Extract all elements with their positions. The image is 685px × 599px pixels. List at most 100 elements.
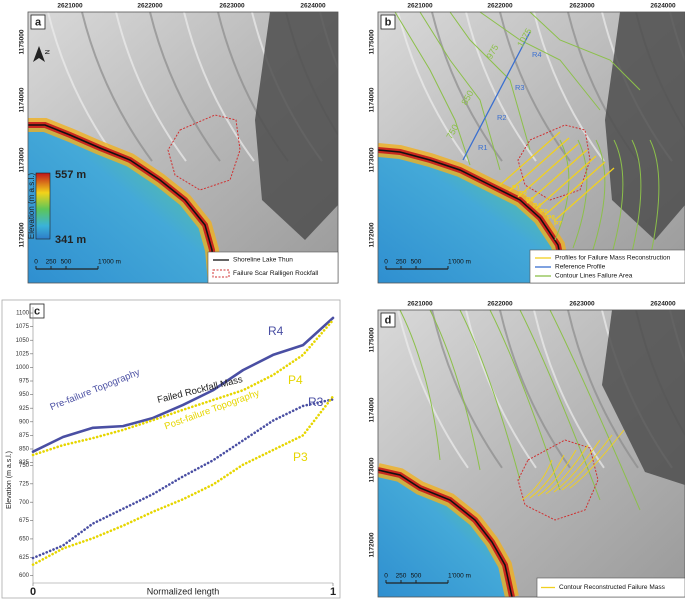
y-tick-label: 900 [19,419,30,425]
series-line [31,398,335,560]
y2-tick-label: 625 [19,555,30,561]
ridge [397,12,469,162]
x-coord-label: 2622000 [137,3,163,10]
y2-tick-label: 650 [19,537,30,543]
reconstructed-contour [569,429,625,489]
shoreline [378,149,567,283]
failure-scar [517,124,591,201]
series-label: P4 [288,373,303,387]
x-coord-label: 2623000 [569,3,595,10]
contour-line [549,310,641,511]
x-coord-label: 2624000 [650,3,676,10]
y2-tick-label: 675 [19,518,30,524]
profile-label: P7 [554,221,562,228]
profile-line [508,137,570,192]
reference-label: R4 [532,50,542,59]
profile-line [553,167,615,222]
ridge [183,12,255,162]
y-coord-label: 1173000 [19,147,26,172]
x-coord-label: 2624000 [650,301,676,308]
reconstructed-contour [553,439,601,493]
chart-frame [1,299,341,599]
y-coord-label: 1175000 [369,29,376,54]
y-coord-label: 1175000 [19,29,26,54]
profile-line [535,155,597,210]
map-frame [377,309,685,598]
scale-label: 250 [396,259,407,266]
profile-label: P2 [519,191,527,198]
contour-line [449,12,531,151]
colorbar [35,172,51,240]
reference-label: R2 [497,113,507,122]
steep-slope [605,12,685,240]
reconstructed-contour [529,454,565,499]
legend-box [207,251,339,284]
scale-label: 500 [411,259,422,266]
y-tick-label: 1000 [16,365,30,371]
legend-label: Shoreline Lake Thun [233,257,293,264]
x-coord-label: 2621000 [407,3,433,10]
scale-label: 1'000 m [448,259,471,266]
panel-label: b [385,16,392,28]
panel-label: c [34,305,40,317]
lake [378,150,566,283]
x-coord-label: 2622000 [487,301,513,308]
y-coord-label: 1172000 [369,532,376,557]
y-tick-label: 825 [19,460,30,466]
y-tick-label: 975 [19,379,30,385]
y2-tick-label: 700 [19,500,30,506]
contour-line [399,310,441,461]
steep-slope [255,12,338,240]
legend-box [536,577,685,598]
x-coord-label: 2623000 [569,301,595,308]
panel-label-box [380,312,396,328]
y-tick-label: 950 [19,392,30,398]
legend-box [529,249,685,284]
ridge [431,310,503,469]
profile-line [526,149,588,204]
y-coord-label: 1173000 [369,147,376,172]
series-label: P3 [293,450,308,464]
reference-label: R3 [515,83,525,92]
y-coord-label: 1175000 [369,327,376,352]
profile-label: P1 [512,185,520,192]
colorbar-title: Elevation (m a.s.l.) [27,173,36,240]
north-label: N [45,49,52,54]
map-d [378,310,685,597]
scale-label: 0 [384,573,388,580]
lake [378,470,512,597]
contour-line [394,12,471,166]
series-line [31,395,335,566]
profile-line [499,131,561,186]
profile-line [544,161,606,216]
x-axis-title: Normalized length [147,586,220,596]
ridge [567,310,639,469]
scale-label: 1'000 m [448,573,471,580]
legend-label: Contour Reconstructed Failure Mass [559,584,666,591]
profile-label: P5 [540,209,548,216]
scale-label: 0 [34,259,38,266]
ridge [465,12,537,162]
scale-label: 500 [411,573,422,580]
panel-label: d [385,314,392,326]
reconstructed-contour [537,449,577,497]
contour-line [459,310,521,481]
legend-key [212,269,230,278]
y-coord-label: 1174000 [19,87,26,112]
north-arrow [33,46,45,62]
contour-line [529,12,641,91]
ridge [115,12,187,162]
ridge [149,12,221,162]
lake [28,125,215,283]
panel-label-box [30,14,46,30]
scale-label: 1'000 m [98,259,121,266]
y2-tick-label: 725 [19,481,30,487]
profile-label: P4 [533,203,541,210]
x-coord-label: 2621000 [57,3,83,10]
colorbar-max: 557 m [55,169,86,181]
y-tick-label: 1050 [16,338,30,344]
y-axis-title: Elevation (m a.s.l.) [6,451,13,509]
contour-line [608,139,624,265]
x-coord-label: 2621000 [407,301,433,308]
legend-label: Reference Profile [555,264,606,271]
